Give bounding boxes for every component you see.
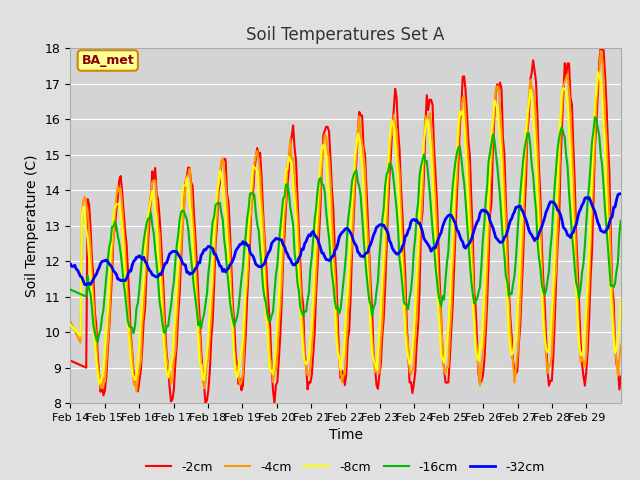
Y-axis label: Soil Temperature (C): Soil Temperature (C) (25, 155, 39, 297)
Text: BA_met: BA_met (81, 54, 134, 67)
Legend: -2cm, -4cm, -8cm, -16cm, -32cm: -2cm, -4cm, -8cm, -16cm, -32cm (141, 456, 550, 479)
X-axis label: Time: Time (328, 429, 363, 443)
Title: Soil Temperatures Set A: Soil Temperatures Set A (246, 25, 445, 44)
